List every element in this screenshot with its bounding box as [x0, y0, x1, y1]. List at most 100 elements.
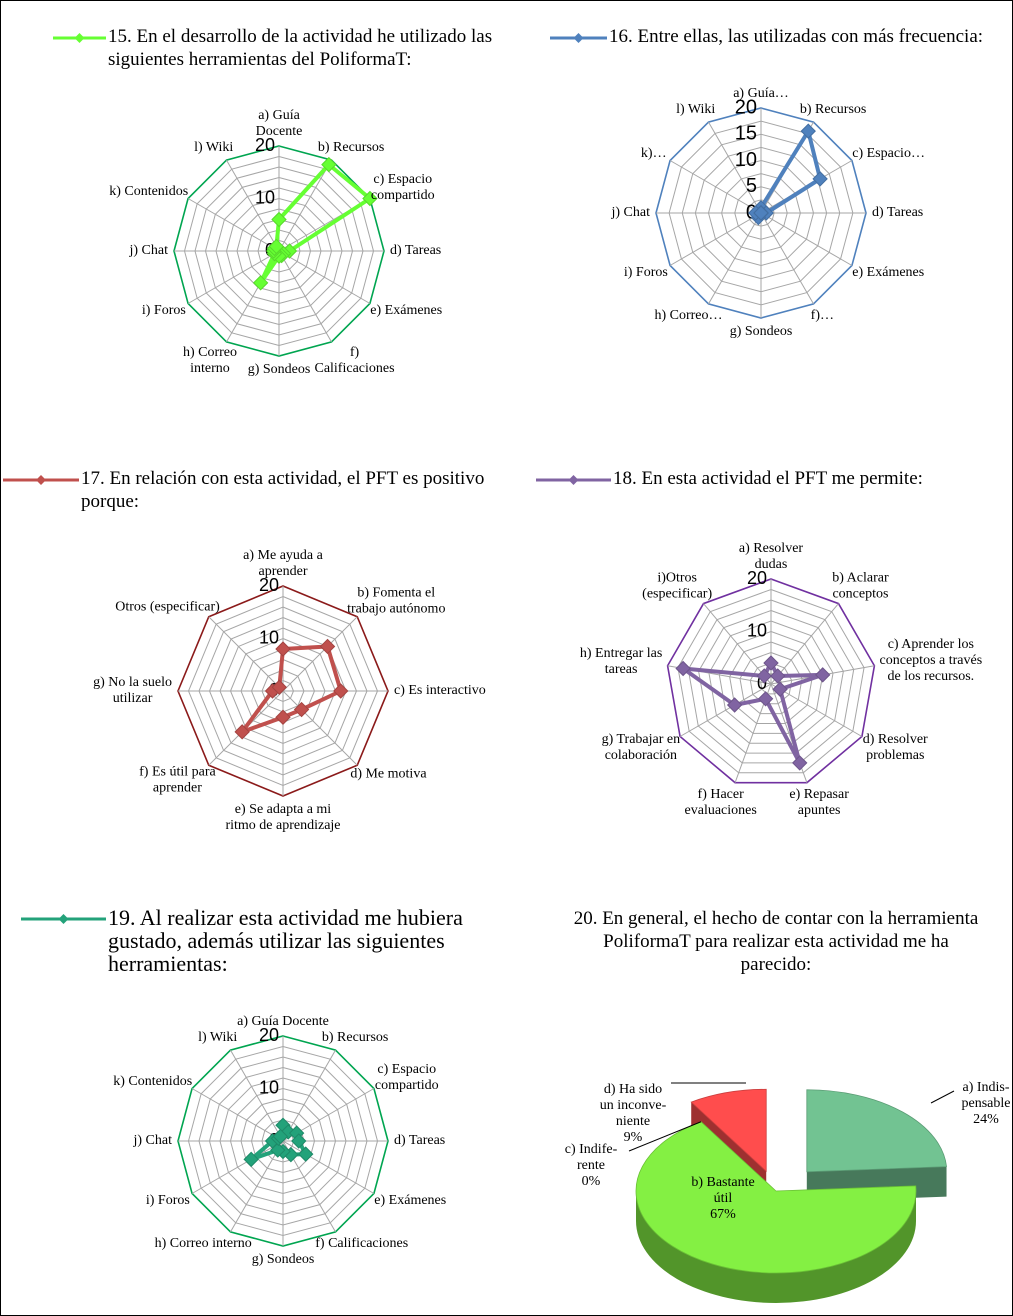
tick-label: 10 [735, 149, 757, 171]
minor-grid-ring [687, 599, 855, 764]
axis-label: a) Guía… [733, 86, 789, 101]
spoke [191, 1088, 284, 1142]
marker [726, 697, 743, 713]
marker [293, 701, 310, 718]
axis-label: k)… [640, 145, 667, 161]
spoke [278, 250, 371, 304]
spoke [230, 1140, 284, 1233]
marker [675, 660, 691, 677]
axis-label: i) Foros [145, 1192, 190, 1208]
category-label: b) Bastante útil [691, 1175, 755, 1206]
spoke [679, 683, 772, 737]
axis-label: a) Guía Docente [255, 108, 303, 139]
slice-side [636, 1191, 916, 1303]
axis-label: i) Foros [623, 264, 668, 280]
marker [298, 1146, 314, 1162]
data-label: d) Ha sido un inconve- niente 9% [600, 1082, 666, 1146]
spoke [282, 1049, 336, 1142]
axis-label: a) Guía Docente [237, 1014, 329, 1029]
axis-label: f) Calificaciones [314, 344, 395, 376]
marker [800, 123, 816, 139]
marker [272, 1128, 289, 1145]
axis-label: j) Chat [133, 1133, 173, 1148]
legend-label: 15. En el desarrollo de la actividad he … [108, 26, 493, 70]
marker [252, 275, 269, 291]
axis-label: i) Foros [141, 302, 186, 318]
axis-label: e) Se adapta a mi ritmo de aprendizaje [225, 802, 341, 833]
legend-marker [36, 475, 46, 485]
marker [275, 641, 291, 657]
grid-ring [718, 630, 824, 734]
axis-label: h) Correo interno [154, 1236, 252, 1252]
slice [635, 1121, 917, 1274]
marker [275, 709, 291, 725]
axis-label: f) Calificaciones [315, 1236, 409, 1252]
spoke [770, 603, 839, 685]
tick-label: 10 [259, 627, 279, 647]
marker [234, 724, 250, 740]
series-line [681, 661, 825, 765]
spoke [208, 616, 284, 692]
spoke [669, 160, 762, 214]
category-label: a) Indis- pensable [961, 1080, 1011, 1111]
tick-label: 10 [259, 1077, 279, 1097]
marker [291, 1133, 307, 1149]
axis-label: g) No la suelo utilizar [93, 675, 172, 706]
marker [321, 156, 337, 173]
spoke [187, 198, 280, 252]
data-label: a) Indis- pensable 24% [962, 1080, 1011, 1128]
value-label: 67% [710, 1207, 736, 1222]
tick-label: 20 [259, 1025, 279, 1045]
tick-label: 5 [746, 175, 757, 197]
axis-label: d) Tareas [394, 1133, 446, 1148]
marker [271, 211, 287, 228]
legend-label: 18. En esta actividad el PFT me permite: [613, 468, 923, 489]
data-label: b) Bastante útil 67% [691, 1175, 754, 1223]
axis-label: l) Wiki [198, 1029, 238, 1045]
axis-label: i)Otros (especificar) [642, 570, 713, 602]
legend-label: 16. Entre ellas, las utilizadas con más … [609, 26, 984, 47]
slice [806, 1089, 947, 1173]
marker [792, 755, 808, 771]
marker [271, 679, 287, 695]
axis-label: h) Correo interno [182, 344, 238, 376]
legend-label: 17. En relación con esta actividad, el P… [81, 468, 485, 512]
data-label: c) Indife- rente 0% [565, 1142, 617, 1190]
axis-label: j) Chat [611, 205, 651, 220]
axis-label: b) Aclarar conceptos [832, 570, 889, 602]
tick-label: 15 [735, 123, 757, 145]
minor-grid-ring [708, 620, 834, 744]
axis-label: g) Sondeos [247, 362, 311, 377]
minor-grid-ring [677, 588, 865, 774]
axis-label: h) Entregar las tareas [579, 645, 663, 677]
marker [319, 638, 336, 655]
axis-label: k) Contenidos [109, 183, 189, 199]
spoke [187, 250, 280, 304]
spoke [191, 1140, 284, 1194]
axis-label: l) Wiki [676, 101, 716, 117]
axis-label: c) Espacio compartido [374, 1061, 439, 1093]
slice [690, 1088, 767, 1173]
axis-label: Otros (especificar) [115, 598, 220, 614]
spoke [669, 212, 762, 266]
axis-label: c) Espacio compartido [370, 171, 435, 203]
tick-label: 0 [757, 673, 767, 693]
value-label: 24% [973, 1112, 999, 1127]
marker [814, 667, 831, 683]
axis-label: d) Tareas [872, 205, 924, 220]
legend-marker [568, 475, 579, 485]
value-label: 0% [581, 1174, 601, 1189]
axis-label: b) Fomenta el trabajo autónomo [347, 585, 446, 617]
minor-grid-ring [698, 609, 844, 754]
legend-label: 19. Al realizar esta actividad me hubier… [108, 905, 463, 976]
spoke [282, 1140, 375, 1194]
axis-label: l) Wiki [194, 139, 234, 155]
axis-label: d) Tareas [390, 243, 442, 258]
axis-label: b) Recursos [321, 1029, 389, 1045]
axis-label: b) Recursos [799, 101, 867, 117]
axis-label: g) Sondeos [729, 324, 793, 339]
spoke [708, 121, 762, 214]
axis-label: e) Exámenes [374, 1192, 447, 1208]
legend-marker [58, 914, 69, 924]
